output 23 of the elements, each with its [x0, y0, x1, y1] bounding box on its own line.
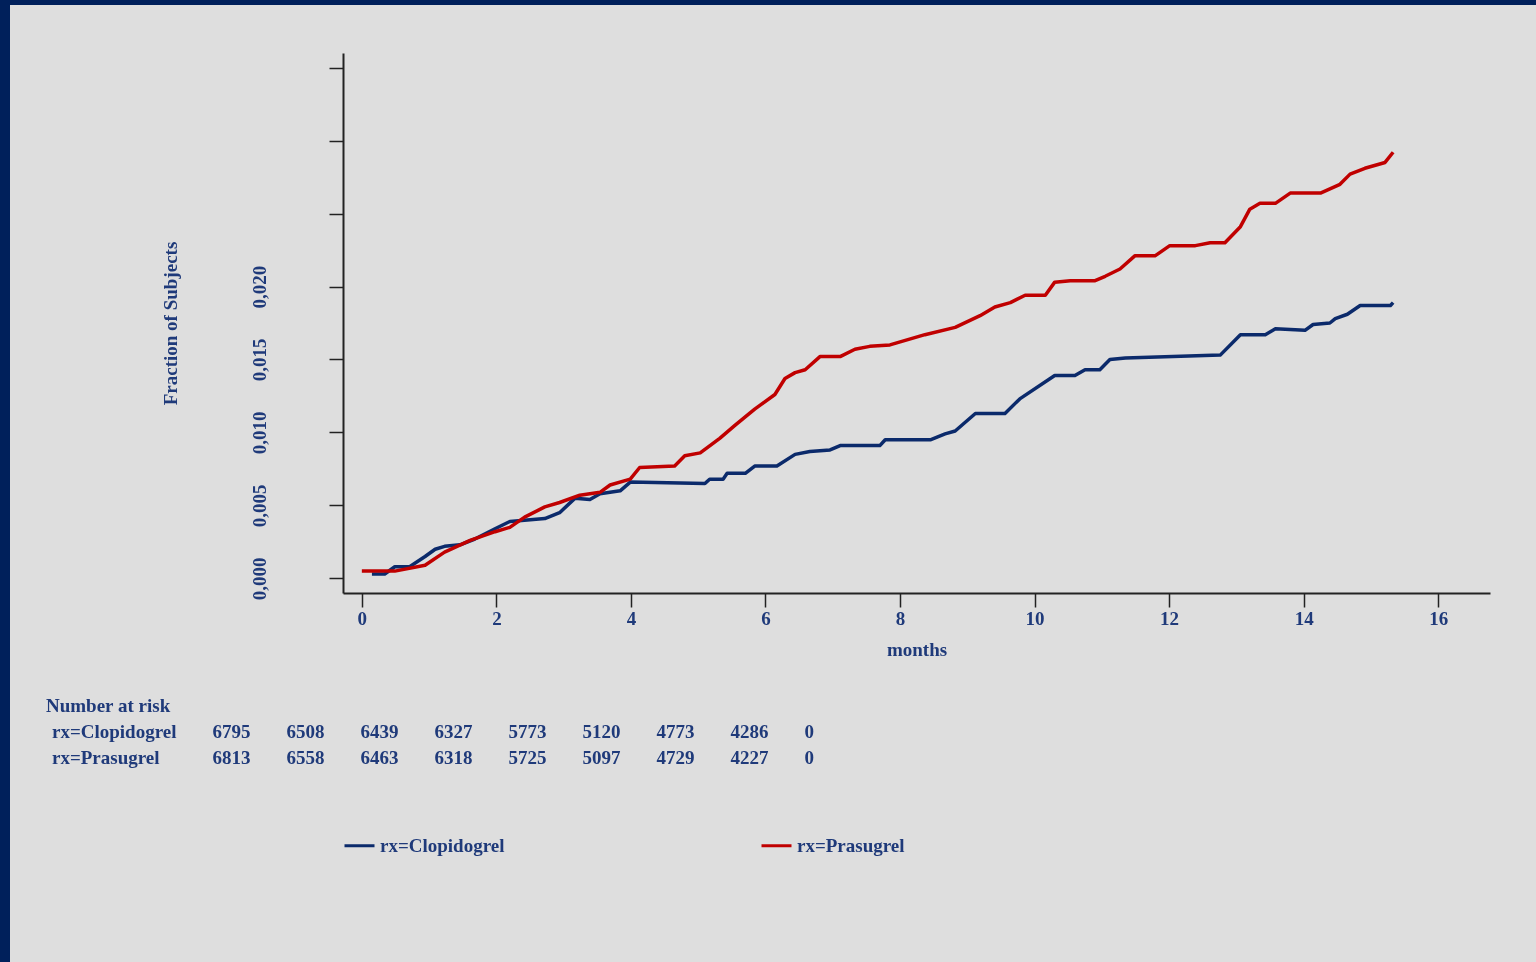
y-axis-title: Fraction of Subjects [159, 241, 181, 406]
y-tick-label: 0,015 [248, 338, 270, 382]
line-series [360, 150, 1395, 573]
y-tick-label: 0,020 [248, 265, 270, 309]
x-tick-label: 14 [1294, 607, 1315, 629]
x-tick-label: 6 [761, 607, 771, 629]
legend-label: rx=Prasugrel [797, 834, 905, 856]
legend-label: rx=Clopidogrel [380, 834, 505, 856]
x-tick-label: 0 [357, 607, 368, 629]
y-tick-label: 0,010 [248, 411, 270, 455]
x-tick-label: 8 [895, 607, 906, 629]
text: rx=Prasugrel 6813 6558 6463 6318 5725 5097 4729 4227 0 [52, 747, 814, 768]
y-tick-label: 0,000 [248, 557, 270, 601]
x-axis-title: months [886, 638, 948, 660]
x-tick-label: 2 [492, 607, 502, 629]
x-tick-label: 4 [626, 607, 637, 629]
x-tick-label: 16 [1429, 607, 1449, 629]
line-series [370, 300, 1395, 576]
text: Number at risk [46, 695, 172, 718]
text: rx=Clopidogrel 6795 6508 6439 6327 5773 5120 4773 4286 0 [52, 721, 814, 742]
x-tick-label: 10 [1025, 607, 1045, 629]
y-tick-label: 0,005 [248, 484, 270, 528]
x-tick-label: 12 [1160, 607, 1180, 629]
